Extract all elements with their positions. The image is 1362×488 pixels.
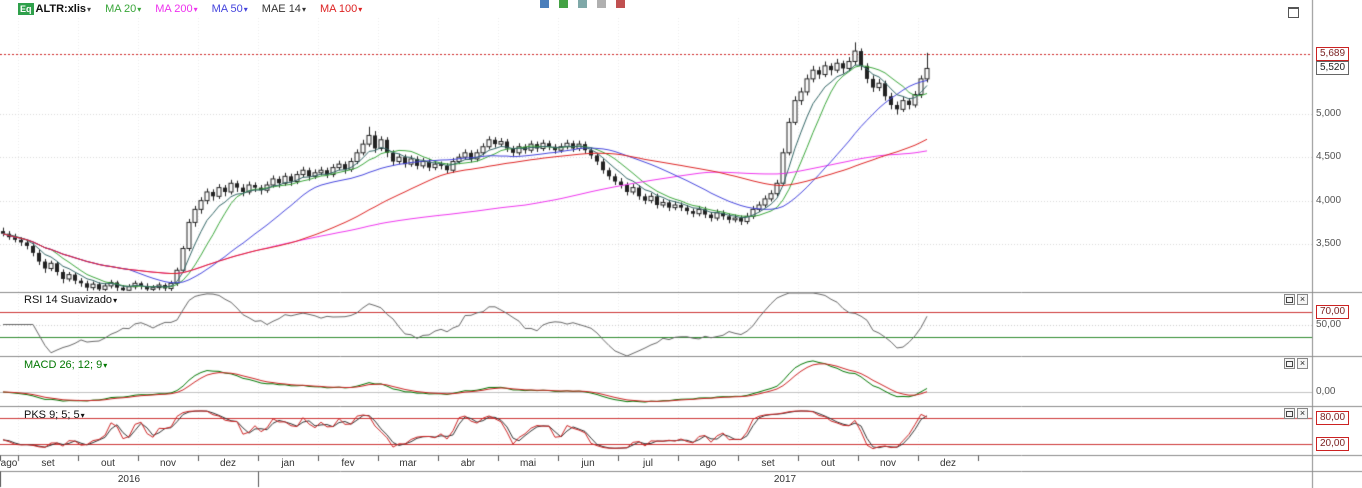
panel-close-icon[interactable]: × <box>1297 294 1308 305</box>
instrument-type-badge: Eq <box>18 3 34 15</box>
x-axis-month-label: nov <box>879 458 897 469</box>
chevron-down-icon: ▾ <box>193 5 198 14</box>
rsi-level-label: 70,00 <box>1316 305 1350 319</box>
rsi-panel-controls: × <box>1284 294 1308 305</box>
x-axis-year-label: 2016 <box>117 474 141 485</box>
price-alert-badge: 5,689 <box>1316 47 1350 61</box>
pks-level-label: 80,00 <box>1316 411 1350 425</box>
indicator-mae-14[interactable]: MAE 14▾ <box>261 3 306 15</box>
price-axis-label: 4,500 <box>1316 151 1342 162</box>
toolbar-mini-icon-2[interactable] <box>559 0 568 8</box>
macd-panel-controls: × <box>1284 358 1308 369</box>
panel-restore-icon[interactable] <box>1284 408 1295 419</box>
x-axis-month-label: fev <box>341 458 355 469</box>
rsi-panel-label: RSI 14 Suavizado <box>24 294 113 306</box>
x-axis-month-label: ago <box>699 458 717 469</box>
x-axis-month-label: set <box>761 458 775 469</box>
macd-panel-title[interactable]: MACD 26; 12; 9▾ <box>24 359 107 371</box>
x-axis-month-label: jan <box>281 458 295 469</box>
x-axis-month-label: out <box>821 458 835 469</box>
toolbar-mini-icon-3[interactable] <box>578 0 587 8</box>
chevron-down-icon: ▾ <box>103 361 108 370</box>
toolbar-mini-icon-4[interactable] <box>597 0 606 8</box>
panel-close-icon[interactable]: × <box>1297 358 1308 369</box>
rsi-level-label: 50,00 <box>1316 319 1342 330</box>
indicator-ma-50[interactable]: MA 50▾ <box>211 3 248 15</box>
price-axis-label: 4,000 <box>1316 195 1342 206</box>
pks-panel-title[interactable]: PKS 9; 5; 5▾ <box>24 409 85 421</box>
chart-toolbar: Eq ALTR:xlis ▾ MA 20▾ MA 200▾ MA 50▾ MAE 14… <box>0 0 1362 18</box>
indicator-ma-200[interactable]: MA 200▾ <box>155 3 198 15</box>
chevron-down-icon: ▾ <box>301 5 306 14</box>
x-axis-month-label: ago <box>0 458 18 469</box>
panel-close-icon[interactable]: × <box>1297 408 1308 419</box>
mini-toolbar <box>540 0 625 8</box>
x-axis-year-label: 2017 <box>773 474 797 485</box>
chevron-down-icon: ▾ <box>358 5 363 14</box>
x-axis-month-label: dez <box>939 458 957 469</box>
pks-panel-controls: × <box>1284 408 1308 419</box>
macd-panel-label: MACD 26; 12; 9 <box>24 359 103 371</box>
x-axis-month-label: out <box>101 458 115 469</box>
toolbar-mini-icon-5[interactable] <box>616 0 625 8</box>
panel-restore-icon[interactable] <box>1284 358 1295 369</box>
x-axis-month-label: abr <box>460 458 476 469</box>
x-axis-month-label: jun <box>581 458 595 469</box>
last-price-badge: 5,520 <box>1316 61 1350 75</box>
pks-level-label: 20,00 <box>1316 437 1350 451</box>
ticker-symbol[interactable]: ALTR:xlis <box>35 3 87 15</box>
x-axis-month-label: mai <box>519 458 537 469</box>
x-axis-month-label: set <box>41 458 55 469</box>
x-axis-month-label: dez <box>219 458 237 469</box>
macd-level-label: 0,00 <box>1316 386 1336 397</box>
panel-restore-icon[interactable] <box>1284 294 1295 305</box>
pks-panel-label: PKS 9; 5; 5 <box>24 409 80 421</box>
x-axis-month-label: mar <box>399 458 417 469</box>
x-axis-month-label: jul <box>642 458 654 469</box>
toolbar-mini-icon-1[interactable] <box>540 0 549 8</box>
indicator-ma-100[interactable]: MA 100▾ <box>319 3 363 15</box>
chevron-down-icon: ▾ <box>80 411 85 420</box>
maximize-icon[interactable] <box>1288 7 1299 18</box>
chevron-down-icon[interactable]: ▾ <box>87 4 92 14</box>
price-axis-label: 5,000 <box>1316 108 1342 119</box>
rsi-panel-title[interactable]: RSI 14 Suavizado▾ <box>24 294 117 306</box>
price-axis-label: 3,500 <box>1316 238 1342 249</box>
chevron-down-icon: ▾ <box>113 296 118 305</box>
x-axis-month-label: nov <box>159 458 177 469</box>
indicator-ma-20[interactable]: MA 20▾ <box>105 3 142 15</box>
indicator-legend: MA 20▾ MA 200▾ MA 50▾ MAE 14▾ MA 100▾ <box>91 3 362 15</box>
chevron-down-icon: ▾ <box>137 5 142 14</box>
chevron-down-icon: ▾ <box>243 5 248 14</box>
